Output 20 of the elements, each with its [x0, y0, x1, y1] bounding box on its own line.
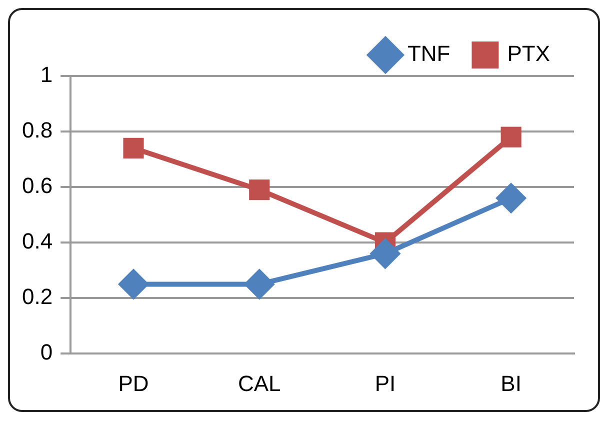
- y-tick-label: 0.8: [22, 118, 53, 143]
- point: [370, 239, 400, 268]
- point: [244, 270, 274, 299]
- y-tick-label: 0.2: [22, 284, 53, 310]
- point: [123, 138, 144, 158]
- x-tick-label: PI: [374, 370, 396, 396]
- point: [119, 270, 148, 299]
- point: [249, 180, 270, 200]
- legend-label: PTX: [507, 41, 550, 66]
- point: [500, 126, 522, 148]
- chart-frame: TNF PTX PD CAL PI BI 0 0.2 0.4 0.6 0.8 1: [8, 8, 600, 412]
- legend-label: TNF: [407, 41, 450, 66]
- x-tick-label: CAL: [238, 370, 281, 396]
- y-tick-label: 0: [40, 340, 53, 365]
- y-tick-label: 1: [40, 62, 53, 88]
- y-tick-label: 0.6: [22, 173, 53, 198]
- x-tick-label: BI: [500, 370, 522, 396]
- x-tick-label: PD: [118, 370, 149, 396]
- point: [496, 184, 526, 213]
- y-tick-label: 0.4: [22, 228, 53, 254]
